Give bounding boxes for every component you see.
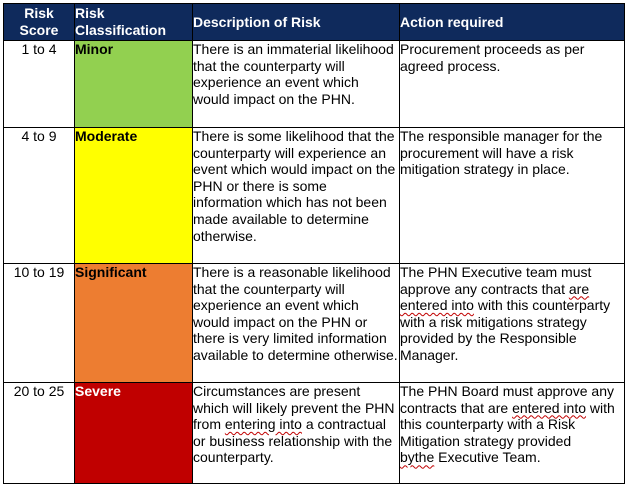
action-text-flagged: are entered into: [400, 280, 590, 314]
action-text-part: The PHN Board must approve any contracts…: [400, 383, 614, 416]
risk-score-cell: 10 to 19: [3, 263, 75, 383]
header-risk-score: Risk Score: [3, 3, 75, 41]
classification-cell-severe: Severe: [74, 382, 193, 484]
table-row-minor: 1 to 4 Minor There is an immaterial like…: [3, 40, 625, 128]
risk-score-cell: 20 to 25: [3, 382, 75, 484]
table-row-severe: 20 to 25 Severe Circumstances are presen…: [3, 382, 625, 484]
action-cell: Procurement proceeds as per agreed proce…: [399, 40, 625, 128]
header-risk-score-line1: Risk: [24, 5, 54, 22]
header-risk-classification-line1: Risk: [75, 5, 105, 22]
classification-cell-minor: Minor: [74, 40, 193, 128]
description-text-part: Circumstances are present which will lik…: [193, 383, 395, 433]
action-cell: The PHN Executive team must approve any …: [399, 263, 625, 383]
risk-score-cell: 4 to 9: [3, 127, 75, 264]
table-header-row: Risk Score Risk Classification Descripti…: [3, 3, 625, 41]
action-text-part: Executive Team.: [438, 449, 541, 466]
description-text-part: a contractual or business relationship w…: [193, 416, 393, 466]
table-row-moderate: 4 to 9 Moderate There is some likelihood…: [3, 127, 625, 264]
classification-cell-significant: Significant: [74, 263, 193, 383]
action-text-flagged: entered into: [512, 399, 587, 416]
description-cell: There is some likelihood that the counte…: [192, 127, 400, 264]
description-cell: Circumstances are present which will lik…: [192, 382, 400, 484]
action-cell: The PHN Board must approve any contracts…: [399, 382, 625, 484]
action-text-part: The PHN Executive team must approve any …: [400, 264, 592, 297]
header-risk-classification-line2: Classification: [75, 22, 167, 38]
header-action-required: Action required: [399, 3, 625, 41]
risk-matrix-table: Risk Score Risk Classification Descripti…: [3, 3, 625, 484]
action-text-part: with this counterparty with a risk mitig…: [400, 297, 611, 363]
action-text-part: with this counterparty with a Risk Mitig…: [400, 399, 615, 449]
risk-score-cell: 1 to 4: [3, 40, 75, 128]
action-cell: The responsible manager for the procurem…: [399, 127, 625, 264]
classification-cell-moderate: Moderate: [74, 127, 193, 264]
description-text-flagged: entering into: [224, 416, 302, 433]
header-risk-classification: Risk Classification: [74, 3, 193, 41]
table-row-significant: 10 to 19 Significant There is a reasonab…: [3, 263, 625, 383]
description-cell: There is an immaterial likelihood that t…: [192, 40, 400, 128]
header-risk-score-line2: Score: [19, 22, 59, 38]
action-text-flagged: bythe: [400, 449, 435, 466]
description-cell: There is a reasonable likelihood that th…: [192, 263, 400, 383]
header-description-of-risk: Description of Risk: [192, 3, 400, 41]
